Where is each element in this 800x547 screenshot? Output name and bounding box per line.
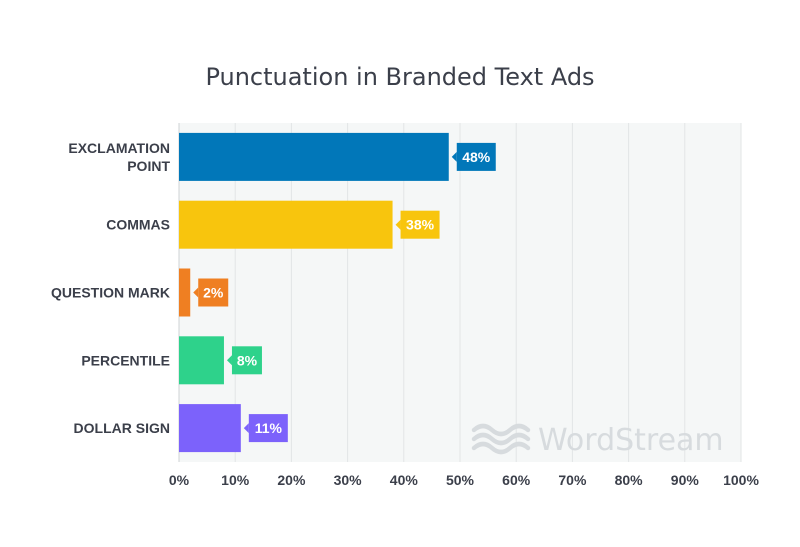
data-label-callout: 11% <box>243 414 288 443</box>
bar <box>179 268 191 317</box>
data-label-box <box>231 346 262 375</box>
data-label-box <box>456 142 496 171</box>
data-label-pointer <box>451 151 457 162</box>
data-label: 48% <box>462 149 491 165</box>
bars: 48% 38% 2% 8% 11% <box>179 132 496 453</box>
data-label-pointer <box>226 355 232 366</box>
data-label-callout: 2% <box>193 278 229 307</box>
wave-icon <box>471 423 531 455</box>
watermark: WordStream <box>471 423 724 458</box>
watermark-text: WordStream <box>538 423 724 458</box>
x-tick-label: 0% <box>169 472 190 488</box>
x-axis-tick-labels: 0% 10% 20% 30% 40% 50% 60% 70% 80% 90% 100% <box>169 472 760 488</box>
category-labels: EXCLAMATION POINT COMMAS QUESTION MARK PERCE… <box>51 140 170 436</box>
data-label-box <box>248 414 288 443</box>
x-tick-label: 70% <box>558 472 587 488</box>
x-tick-label: 60% <box>502 472 531 488</box>
x-tick-label: 10% <box>221 472 250 488</box>
category-label: EXCLAMATION POINT <box>68 140 170 174</box>
data-label-pointer <box>193 287 199 298</box>
data-label-pointer <box>395 219 401 230</box>
data-label-callout: 38% <box>395 210 440 239</box>
data-label: 2% <box>203 285 224 301</box>
data-label-pointer <box>243 423 249 434</box>
data-label-box <box>198 278 229 307</box>
bar <box>179 200 393 249</box>
x-tick-label: 20% <box>277 472 306 488</box>
x-tick-label: 40% <box>390 472 419 488</box>
x-tick-label: 100% <box>723 472 759 488</box>
x-tick-label: 80% <box>615 472 644 488</box>
chart-title: Punctuation in Branded Text Ads <box>205 63 594 91</box>
bar <box>179 132 449 181</box>
data-label: 38% <box>406 217 435 233</box>
x-tick-label: 90% <box>671 472 700 488</box>
category-label: DOLLAR SIGN <box>74 420 170 436</box>
data-label: 11% <box>255 420 283 436</box>
x-tick-label: 50% <box>446 472 475 488</box>
data-label-callout: 8% <box>226 346 262 375</box>
data-label: 8% <box>237 352 258 368</box>
bar <box>179 404 241 453</box>
data-label-callout: 48% <box>451 142 496 171</box>
category-label: QUESTION MARK <box>51 285 170 301</box>
x-tick-label: 30% <box>334 472 363 488</box>
category-label: PERCENTILE <box>81 352 170 368</box>
bar <box>179 336 224 385</box>
category-label: COMMAS <box>106 217 170 233</box>
data-label-box <box>400 210 440 239</box>
